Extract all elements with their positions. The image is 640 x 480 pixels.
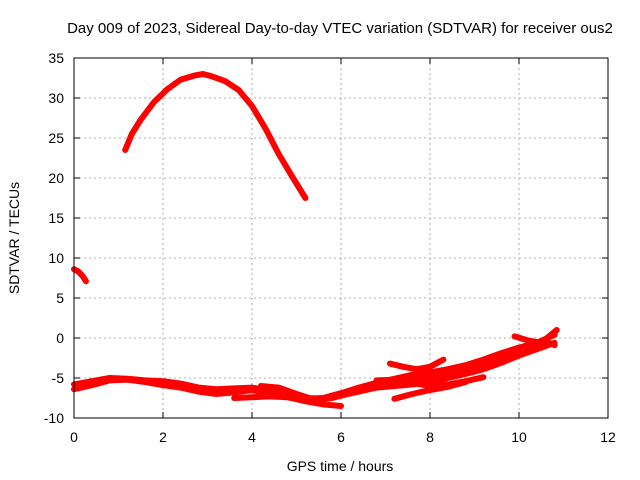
y-axis-label: SDTVAR / TECUs [6,182,22,294]
x-tick-label: 2 [159,429,167,445]
y-tick-label: 10 [48,250,64,266]
x-tick-label: 8 [426,429,434,445]
series-low-f [391,379,469,402]
series-low-h [511,327,560,346]
series-low-d [257,338,558,403]
x-tick-label: 4 [248,429,256,445]
x-tick-label: 0 [70,429,78,445]
y-tick-label: 5 [56,290,64,306]
plot-frame [73,57,609,419]
y-tick-label: -5 [52,370,65,386]
x-tick-label: 6 [337,429,345,445]
y-tick-label: 25 [48,130,64,146]
x-tick-label: 10 [511,429,527,445]
y-tick-label: 20 [48,170,64,186]
y-tick-label: -10 [44,410,64,426]
y-tick-label: 0 [56,330,64,346]
y-tick-label: 15 [48,210,64,226]
y-tick-label: 35 [48,50,64,66]
series-arc-high [122,71,309,201]
series-group [71,71,560,409]
grid [74,58,608,418]
x-axis-label: GPS time / hours [287,458,394,474]
series-low-c [231,339,558,402]
series-arc-start [71,266,89,285]
chart-title: Day 009 of 2023, Sidereal Day-to-day VTE… [67,20,613,37]
series-low-g [386,356,447,373]
axis-ticks: 0 2 4 6 8 10 12 -10 -5 0 5 10 15 20 25 30 35 [44,50,616,445]
y-tick-label: 30 [48,90,64,106]
x-tick-label: 12 [600,429,616,445]
